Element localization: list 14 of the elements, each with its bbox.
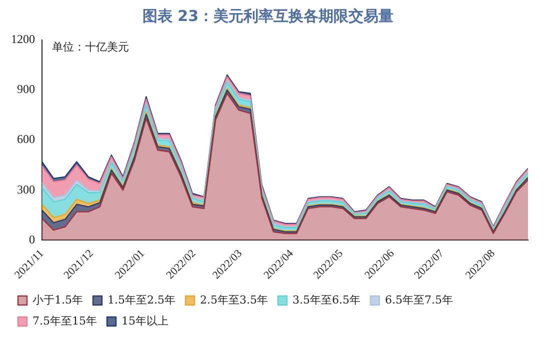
legend-label: 1.5年至2.5年 <box>107 293 176 306</box>
y-tick-label: 900 <box>17 82 35 96</box>
legend-label: 3.5年至6.5年 <box>292 293 360 306</box>
legend-label: 6.5年至7.5年 <box>384 293 453 306</box>
legend-label: 15年以上 <box>121 314 168 328</box>
y-tick-label: 0 <box>29 232 35 246</box>
annotation: 单位：十亿美元 <box>52 40 129 54</box>
y-tick-label: 1200 <box>11 32 35 46</box>
legend-label: 小于1.5年 <box>32 293 83 306</box>
y-tick-label: 300 <box>17 182 35 196</box>
y-tick-label: 600 <box>17 132 35 146</box>
legend-label: 7.5年至15年 <box>32 314 97 328</box>
legend-label: 2.5年至3.5年 <box>200 293 268 306</box>
chart-title: 图表 23：美元利率互换各期限交易量 <box>142 6 394 25</box>
